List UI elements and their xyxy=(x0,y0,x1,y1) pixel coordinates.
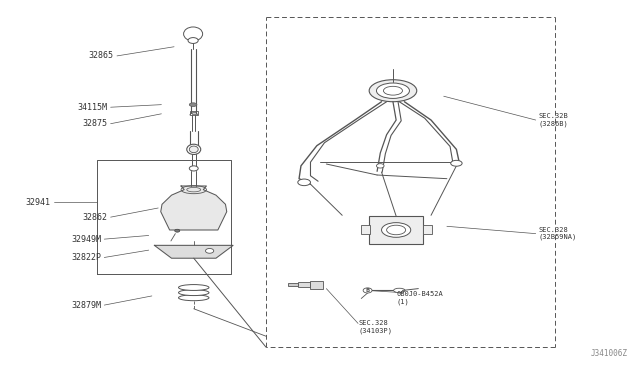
Text: SEC.32B
(3286B): SEC.32B (3286B) xyxy=(539,113,568,127)
Ellipse shape xyxy=(184,27,203,41)
Ellipse shape xyxy=(189,103,197,106)
Ellipse shape xyxy=(387,225,406,235)
Text: 32875: 32875 xyxy=(83,119,108,128)
Ellipse shape xyxy=(179,295,209,301)
Bar xyxy=(190,110,198,115)
Bar xyxy=(423,225,431,234)
Text: 32865: 32865 xyxy=(89,51,114,60)
Ellipse shape xyxy=(175,229,180,232)
Text: 32862: 32862 xyxy=(83,213,108,222)
Ellipse shape xyxy=(369,80,417,102)
Text: SEC.328
(32B59NA): SEC.328 (32B59NA) xyxy=(539,227,577,240)
Ellipse shape xyxy=(394,288,405,293)
Text: 34115M: 34115M xyxy=(77,103,108,112)
Text: 32822P: 32822P xyxy=(71,253,101,262)
Ellipse shape xyxy=(376,164,384,168)
Polygon shape xyxy=(161,186,227,230)
Text: 32941: 32941 xyxy=(26,198,51,207)
Bar xyxy=(192,112,196,114)
Text: 32879M: 32879M xyxy=(71,301,101,310)
Ellipse shape xyxy=(383,86,403,95)
Text: J341006Z: J341006Z xyxy=(591,349,628,358)
Ellipse shape xyxy=(189,166,198,171)
Ellipse shape xyxy=(189,146,198,153)
Ellipse shape xyxy=(381,223,411,237)
Ellipse shape xyxy=(179,290,209,296)
Ellipse shape xyxy=(363,288,372,293)
Bar xyxy=(361,225,370,234)
Ellipse shape xyxy=(376,83,410,99)
Polygon shape xyxy=(154,246,233,258)
Ellipse shape xyxy=(298,179,310,186)
Bar xyxy=(310,281,323,289)
Ellipse shape xyxy=(451,160,462,166)
Ellipse shape xyxy=(188,38,198,44)
Bar xyxy=(369,216,423,244)
Text: B: B xyxy=(365,288,370,293)
Ellipse shape xyxy=(187,144,201,154)
Text: 0B0J0-B452A
(1): 0B0J0-B452A (1) xyxy=(396,291,443,305)
Text: SEC.328
(34103P): SEC.328 (34103P) xyxy=(358,320,392,334)
Ellipse shape xyxy=(179,285,209,291)
Bar xyxy=(298,282,310,287)
Ellipse shape xyxy=(205,248,214,253)
Text: 32949M: 32949M xyxy=(71,235,101,244)
Bar xyxy=(288,283,298,286)
